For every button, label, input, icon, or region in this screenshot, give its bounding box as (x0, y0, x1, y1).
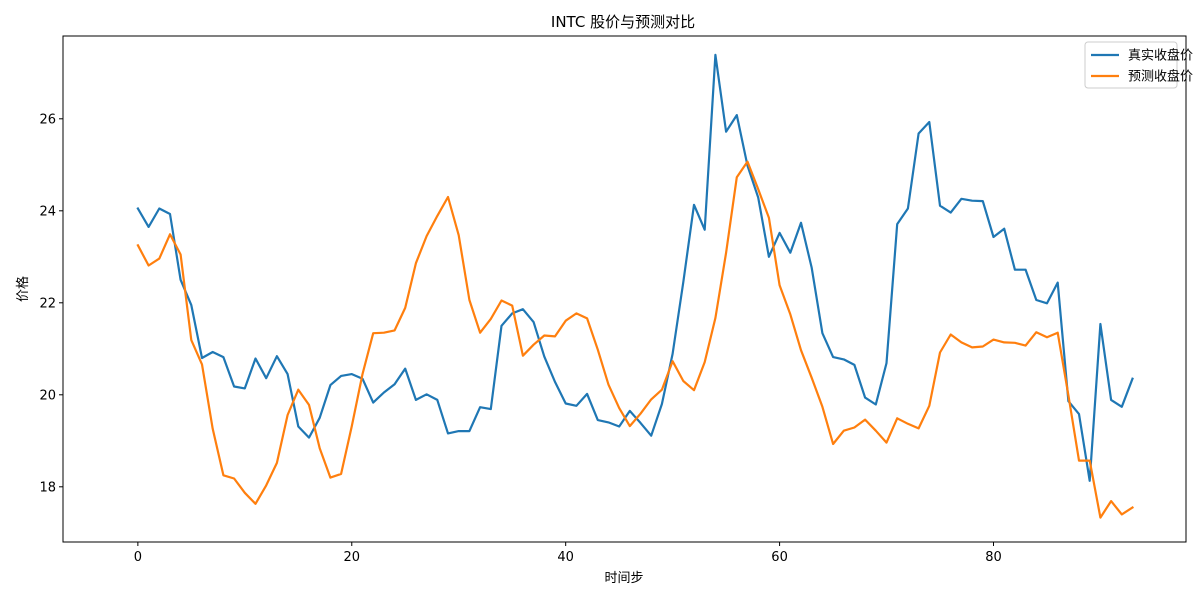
x-tick-label: 40 (557, 550, 574, 565)
legend-label-0: 真实收盘价 (1128, 48, 1193, 64)
plot-area (62, 35, 1187, 543)
chart-title: INTC 股价与预测对比 (551, 13, 695, 31)
x-tick-label: 20 (343, 550, 360, 565)
y-tick-label: 22 (39, 296, 56, 311)
legend-label-1: 预测收盘价 (1128, 69, 1193, 85)
series-line-1 (136, 160, 1135, 519)
y-tick-label: 18 (39, 480, 56, 495)
y-tick-label: 26 (39, 112, 56, 127)
y-tick-label: 20 (39, 388, 56, 403)
plot-frame (62, 35, 1187, 543)
y-tick-label: 24 (39, 204, 56, 219)
y-axis-label: 价格 (15, 276, 31, 302)
x-axis: 0 20 40 60 80 (134, 542, 1002, 565)
y-axis: 18 20 22 24 26 (39, 112, 63, 495)
x-axis-label: 时间步 (604, 571, 643, 586)
x-tick-label: 60 (771, 550, 788, 565)
x-tick-label: 80 (985, 550, 1002, 565)
series-lines (136, 53, 1135, 519)
series-line-0 (136, 53, 1134, 482)
x-tick-label: 0 (134, 550, 142, 565)
